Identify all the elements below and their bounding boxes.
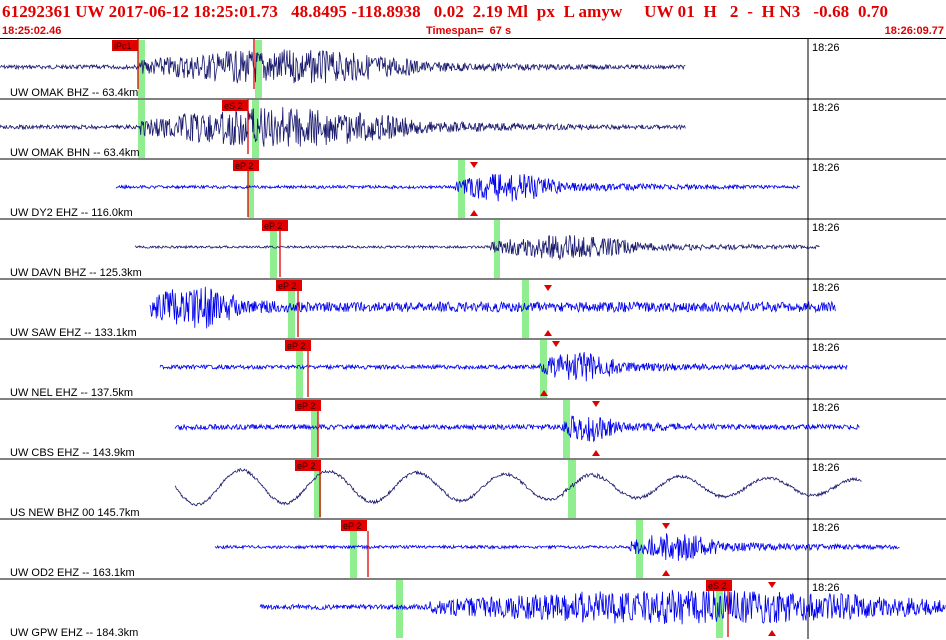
station-label: UW OMAK BHN -- 63.4km [10, 147, 140, 159]
arrival-marker [552, 341, 560, 347]
pick-window [138, 40, 145, 98]
arrival-marker [540, 390, 548, 396]
arrival-marker [544, 285, 552, 291]
pick-label-box [262, 220, 288, 231]
minute-label: 18:26 [812, 462, 840, 474]
pick-label-box [706, 580, 732, 591]
trace-row: eP 2 UW CBS EHZ -- 143.9km 18:26 [0, 398, 946, 459]
arrival-marker [768, 630, 776, 636]
pick-label-box [285, 340, 311, 351]
waveform-trace [0, 49, 686, 84]
pick-window [563, 400, 570, 458]
pick-label: eP 2 [287, 341, 305, 351]
station-label: UW DY2 EHZ -- 116.0km [10, 207, 133, 219]
arrival-marker [768, 582, 776, 588]
minute-label: 18:26 [812, 522, 840, 534]
event-title: 61292361 UW 2017-06-12 18:25:01.73 48.84… [2, 2, 889, 21]
minute-label: 18:26 [812, 582, 840, 594]
pick-window [311, 400, 318, 458]
pick-label: eS 2 [224, 101, 243, 111]
pick-label-box [233, 160, 259, 171]
waveform-trace [134, 234, 820, 261]
arrival-marker [662, 523, 670, 529]
pick-window [296, 340, 303, 398]
station-label: UW OD2 EHZ -- 163.1km [10, 567, 135, 579]
header-divider [0, 38, 946, 39]
pick-window [396, 580, 403, 638]
pick-label-box [276, 280, 302, 291]
trace-row: eP 2 UW OD2 EHZ -- 163.1km 18:26 [0, 518, 946, 579]
pick-label: eP 2 [264, 221, 282, 231]
pick-label: eP 2 [278, 281, 296, 291]
pick-window [568, 460, 576, 518]
waveform-trace [259, 589, 946, 625]
arrival-marker [544, 330, 552, 336]
pick-window [350, 520, 357, 578]
waveform-trace [174, 415, 860, 443]
pick-window [270, 220, 277, 278]
minute-label: 18:26 [812, 102, 840, 114]
pick-window [248, 160, 254, 218]
trace-row: eP 2 US NEW BHZ 00 145.7km 18:26 [0, 458, 946, 519]
pick-window [314, 460, 321, 518]
pick-label: eP 2 [297, 401, 315, 411]
pick-window [636, 520, 643, 578]
waveform-trace [149, 286, 836, 329]
pick-window [255, 40, 262, 98]
arrival-marker [592, 401, 600, 407]
start-time: 18:25:02.46 [2, 25, 62, 37]
minute-label: 18:26 [812, 42, 840, 54]
pick-window [138, 100, 145, 158]
trace-row: eP 2 UW DY2 EHZ -- 116.0km 18:26 [0, 158, 946, 219]
pick-label-box [295, 460, 321, 471]
minute-label: 18:26 [812, 282, 840, 294]
station-label: UW GPW EHZ -- 184.3km [10, 627, 138, 639]
minute-label: 18:26 [812, 162, 840, 174]
pick-label-box [295, 400, 321, 411]
station-label: UW SAW EHZ -- 133.1km [10, 327, 137, 339]
pick-label: eP 2 [343, 521, 361, 531]
arrival-marker [470, 210, 478, 216]
pick-label-box [112, 40, 138, 51]
pick-window [458, 160, 465, 218]
arrival-marker [662, 570, 670, 576]
trace-row: iPc1 UW OMAK BHZ -- 63.4km 18:26 [0, 39, 840, 99]
station-label: UW CBS EHZ -- 143.9km [10, 447, 135, 459]
minute-label: 18:26 [812, 342, 840, 354]
timespan-label: Timespan= 67 s [426, 25, 512, 37]
end-time: 18:26:09.77 [884, 25, 944, 37]
pick-window [252, 100, 259, 158]
pick-window [522, 280, 529, 338]
seismogram-panel[interactable]: iPc1 UW OMAK BHZ -- 63.4km 18:26 eS 2 UW OMA… [0, 39, 946, 640]
station-label: UW OMAK BHZ -- 63.4km [10, 87, 138, 99]
minute-label: 18:26 [812, 222, 840, 234]
waveform-trace [0, 107, 686, 147]
arrival-marker [470, 162, 478, 168]
pick-label-box [222, 100, 248, 111]
trace-row: eP 2 UW NEL EHZ -- 137.5km 18:26 [0, 338, 946, 399]
trace-row: eP 2 UW DAVN BHZ -- 125.3km 18:26 [0, 218, 946, 279]
trace-row: eP 2 UW SAW EHZ -- 133.1km 18:26 [0, 278, 946, 339]
waveform-trace [115, 174, 800, 202]
minute-label: 18:26 [812, 402, 840, 414]
trace-row: eS 2 UW OMAK BHN -- 63.4km 18:26 [0, 98, 946, 159]
station-label: US NEW BHZ 00 145.7km [10, 507, 140, 519]
waveform-trace [159, 352, 848, 382]
pick-label: eP 2 [297, 461, 315, 471]
pick-label: eP 2 [235, 161, 253, 171]
pick-label-box [341, 520, 367, 531]
arrival-marker [592, 450, 600, 456]
waveform-trace [174, 467, 862, 507]
station-label: UW DAVN BHZ -- 125.3km [10, 267, 142, 279]
header-bar: 61292361 UW 2017-06-12 18:25:01.73 48.84… [0, 0, 946, 38]
pick-label: iPc1 [114, 41, 132, 51]
trace-row: eS 2 UW GPW EHZ -- 184.3km 18:26 [0, 578, 946, 639]
waveform-trace [214, 533, 900, 561]
station-label: UW NEL EHZ -- 137.5km [10, 387, 133, 399]
pick-label: eS 2 [708, 581, 727, 591]
